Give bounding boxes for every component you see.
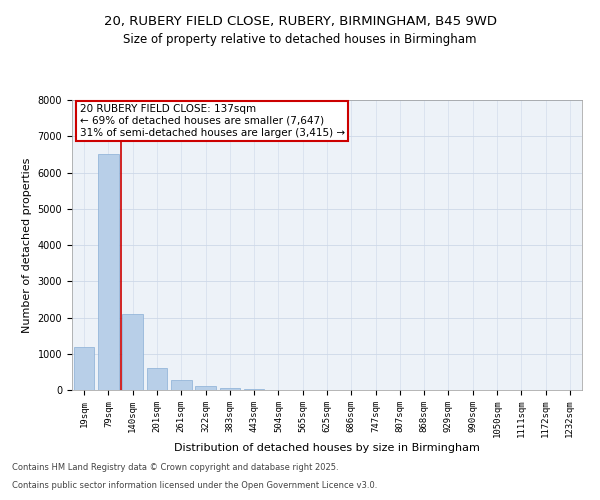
Text: 20, RUBERY FIELD CLOSE, RUBERY, BIRMINGHAM, B45 9WD: 20, RUBERY FIELD CLOSE, RUBERY, BIRMINGH… (104, 15, 497, 28)
Text: 20 RUBERY FIELD CLOSE: 137sqm
← 69% of detached houses are smaller (7,647)
31% o: 20 RUBERY FIELD CLOSE: 137sqm ← 69% of d… (80, 104, 345, 138)
Bar (146, 368, 167, 390)
Bar (195, 386, 216, 390)
Bar (74, 346, 94, 390)
Bar (220, 388, 240, 390)
Text: Contains HM Land Registry data © Crown copyright and database right 2025.: Contains HM Land Registry data © Crown c… (12, 464, 338, 472)
Bar (98, 154, 119, 390)
X-axis label: Distribution of detached houses by size in Birmingham: Distribution of detached houses by size … (174, 443, 480, 453)
Bar (244, 389, 265, 390)
Text: Contains public sector information licensed under the Open Government Licence v3: Contains public sector information licen… (12, 481, 377, 490)
Y-axis label: Number of detached properties: Number of detached properties (22, 158, 32, 332)
Bar (122, 314, 143, 390)
Bar (171, 380, 191, 390)
Text: Size of property relative to detached houses in Birmingham: Size of property relative to detached ho… (123, 32, 477, 46)
